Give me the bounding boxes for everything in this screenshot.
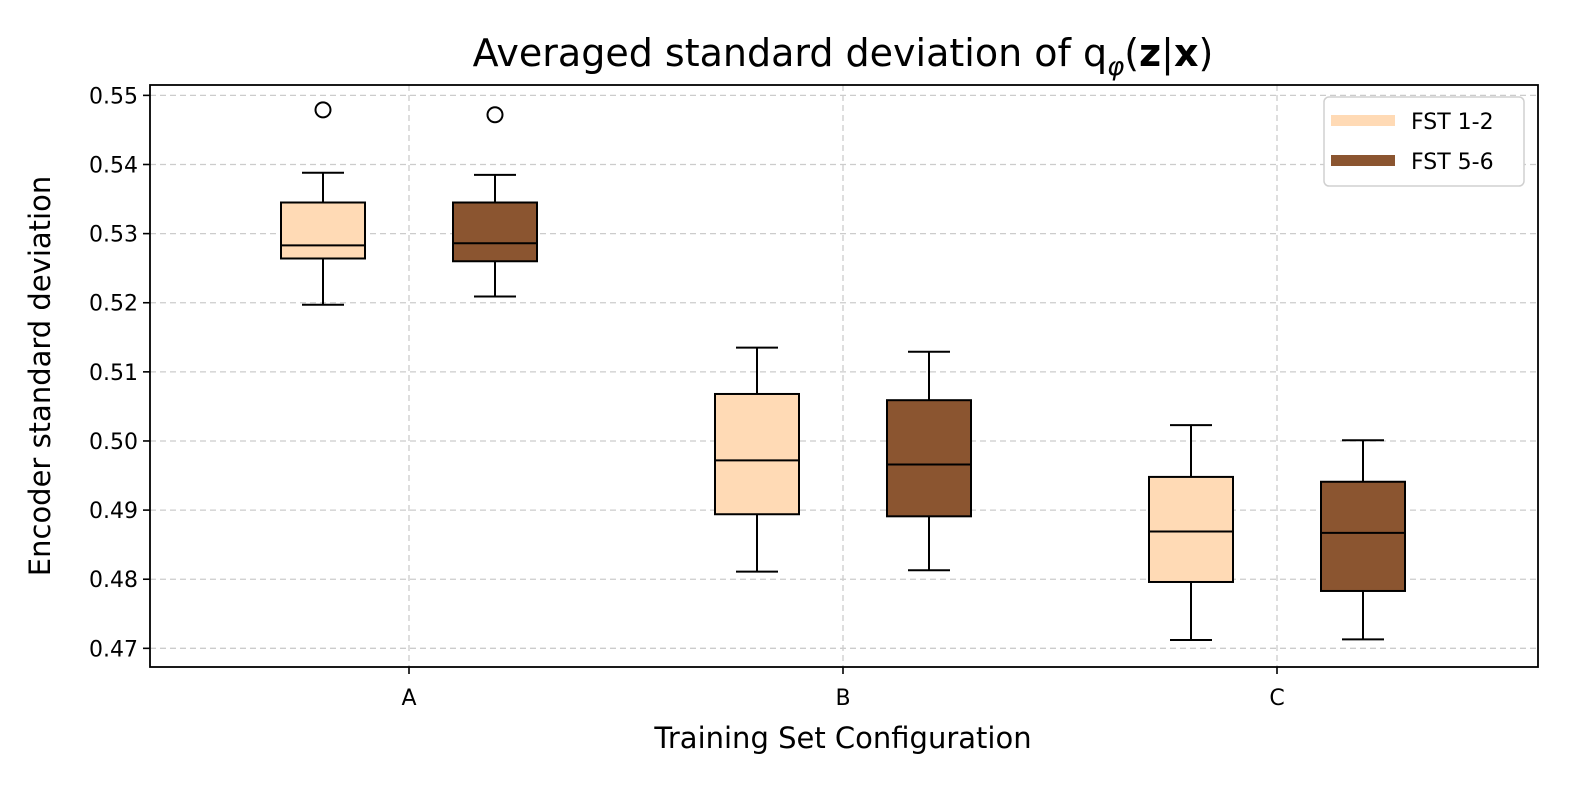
box-plot-fst-5-6-b (886, 350, 972, 572)
y-tick-label: 0.55 (89, 84, 138, 109)
y-tick-label: 0.49 (89, 499, 138, 524)
legend: FST 1-2 FST 5-6 (1323, 96, 1525, 187)
iqr-box (886, 399, 972, 518)
x-tick-label: B (835, 686, 850, 711)
box-plot-fst-1-2-c (1148, 424, 1234, 642)
box-plot-fst-5-6-c (1320, 439, 1406, 641)
iqr-box (1320, 480, 1406, 592)
y-tick-label: 0.47 (89, 637, 138, 662)
grid-layer (150, 85, 1538, 667)
y-tick-label: 0.54 (89, 153, 138, 178)
y-axis-label: Encoder standard deviation (23, 176, 57, 576)
y-tick-label: 0.52 (89, 292, 138, 317)
iqr-box (452, 201, 538, 263)
axis-ticks: 0.47 0.48 0.49 0.50 0.51 0.52 0.53 0.54 0.55 A B C (89, 84, 1285, 711)
x-tick-label: C (1269, 686, 1284, 711)
outlier-point (314, 101, 332, 119)
legend-swatch-fst-5-6 (1331, 155, 1395, 166)
box-plots (280, 101, 1406, 642)
outlier-point (486, 106, 504, 124)
iqr-box (714, 392, 800, 516)
legend-swatch-fst-1-2 (1331, 115, 1395, 126)
y-tick-label: 0.48 (89, 568, 138, 593)
iqr-box (280, 201, 366, 260)
x-axis-label: Training Set Configuration (653, 721, 1031, 755)
x-tick-label: A (401, 686, 416, 711)
y-tick-label: 0.51 (89, 361, 138, 386)
chart-title: Averaged standard deviation of qφ(z|x) (473, 31, 1214, 82)
y-tick-label: 0.53 (89, 223, 138, 248)
plot-area-frame (149, 84, 1539, 668)
y-tick-label: 0.50 (89, 430, 138, 455)
box-plot-fst-5-6-a (452, 106, 538, 298)
legend-label-fst-5-6: FST 5-6 (1411, 150, 1494, 175)
box-plot-fst-1-2-a (280, 101, 366, 306)
iqr-box (1148, 475, 1234, 583)
box-plot-fst-1-2-b (714, 346, 800, 573)
legend-label-fst-1-2: FST 1-2 (1411, 110, 1494, 135)
